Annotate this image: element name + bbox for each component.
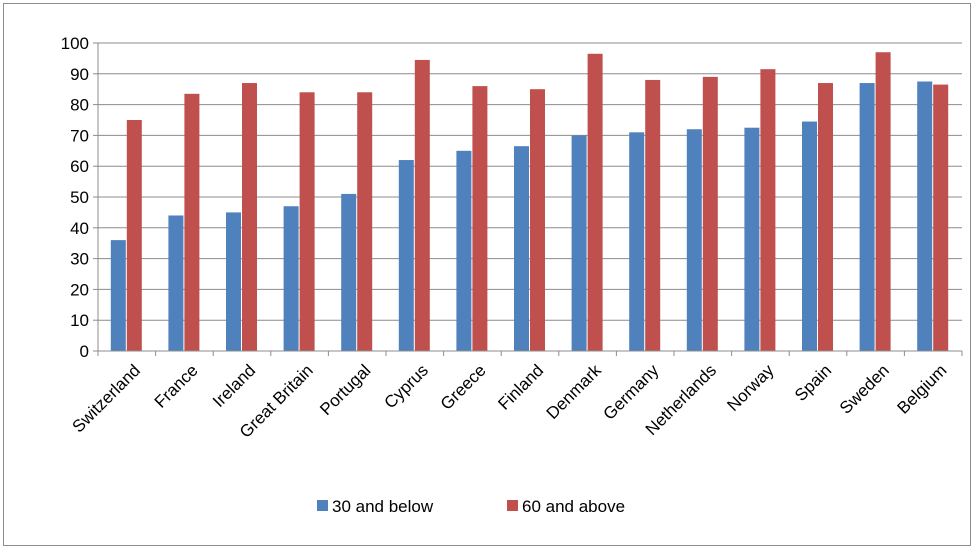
bar-30-and-below-cyprus [398, 160, 414, 351]
bar-30-and-below-finland [514, 146, 529, 351]
x-category-label: Finland [494, 361, 547, 414]
bar-60-and-above-greece [472, 86, 488, 352]
x-category-label: France [151, 361, 202, 412]
legend-label-60-and-above: 60 and above [522, 497, 625, 516]
y-tick-label: 70 [70, 126, 89, 145]
bar-60-and-above-netherlands [702, 76, 718, 351]
y-tick-label: 50 [70, 188, 89, 207]
bar-30-and-below-denmark [571, 135, 587, 351]
bar-60-and-above-spain [818, 83, 833, 351]
bar-30-and-below-netherlands [686, 129, 702, 351]
y-tick-label: 60 [70, 157, 89, 176]
y-tick-label: 100 [61, 34, 89, 53]
legend: 30 and below 60 and above [317, 497, 625, 516]
legend-swatch-60-and-above [507, 500, 518, 511]
bar-60-and-above-belgium [933, 84, 949, 351]
y-tick-label: 20 [70, 280, 89, 299]
bar-30-and-below-germany [629, 132, 645, 351]
x-category-label: Sweden [836, 361, 893, 418]
bar-60-and-above-france [184, 93, 200, 351]
x-category-label: Spain [791, 361, 835, 405]
legend-swatch-30-and-below [317, 500, 328, 511]
axes [93, 42, 963, 356]
chart: 0 10 20 30 40 50 60 70 80 90 100 Switzerland France… [61, 34, 963, 516]
bar-30-and-below-norway [744, 127, 760, 351]
bar-60-and-above-germany [645, 79, 661, 352]
bar-30-and-below-switzerland [110, 240, 126, 351]
legend-label-30-and-below: 30 and below [332, 497, 434, 516]
bar-30-and-below-ireland [226, 212, 241, 351]
y-tick-label: 40 [70, 219, 89, 238]
bar-60-and-above-denmark [587, 53, 603, 351]
bar-60-and-above-portugal [357, 92, 373, 351]
y-tick-label: 30 [70, 250, 89, 269]
x-category-label: Cyprus [381, 361, 433, 413]
x-category-label: Switzerland [68, 361, 144, 437]
chart-frame: 0 10 20 30 40 50 60 70 80 90 100 Switzerland France… [3, 3, 971, 546]
bar-60-and-above-norway [760, 69, 776, 352]
y-tick-label: 90 [70, 65, 89, 84]
y-tick-label: 0 [80, 342, 89, 361]
x-category-label: Ireland [209, 361, 259, 411]
bar-30-and-below-belgium [917, 81, 933, 351]
bar-60-and-above-cyprus [414, 59, 430, 351]
bars [110, 52, 949, 352]
bar-60-and-above-switzerland [126, 120, 142, 351]
bar-30-and-below-great-britain [283, 206, 299, 351]
y-tick-label: 10 [70, 311, 89, 330]
y-tick-label: 80 [70, 96, 89, 115]
y-axis-tick-labels: 0 10 20 30 40 50 60 70 80 90 100 [61, 34, 89, 361]
bar-30-and-below-portugal [341, 193, 357, 351]
bar-30-and-below-spain [802, 121, 817, 351]
bar-60-and-above-ireland [242, 83, 257, 351]
bar-60-and-above-great-britain [299, 92, 315, 351]
x-category-label: Greece [437, 361, 490, 414]
bar-60-and-above-finland [530, 89, 545, 351]
bar-60-and-above-sweden [875, 52, 891, 352]
x-category-label: Norway [723, 360, 778, 415]
x-category-label: Portugal [316, 361, 374, 419]
x-category-label: Denmark [543, 360, 606, 423]
bar-30-and-below-france [168, 215, 184, 351]
bar-30-and-below-greece [456, 150, 472, 351]
bar-30-and-below-sweden [859, 83, 875, 351]
x-category-label: Belgium [894, 361, 951, 418]
